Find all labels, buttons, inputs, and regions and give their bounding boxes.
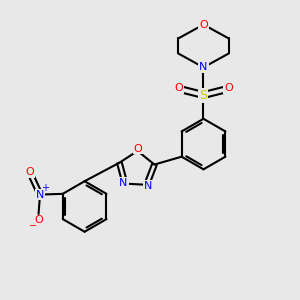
Text: O: O — [224, 83, 233, 93]
Text: O: O — [26, 167, 34, 177]
Text: O: O — [134, 143, 142, 154]
Text: O: O — [174, 83, 183, 93]
Text: +: + — [41, 183, 50, 193]
Text: S: S — [200, 88, 208, 101]
Text: N: N — [199, 62, 208, 72]
Text: −: − — [29, 221, 37, 231]
Text: N: N — [144, 181, 152, 191]
Text: O: O — [34, 215, 43, 225]
Text: N: N — [36, 190, 44, 200]
Text: O: O — [199, 20, 208, 30]
Text: N: N — [119, 178, 128, 188]
